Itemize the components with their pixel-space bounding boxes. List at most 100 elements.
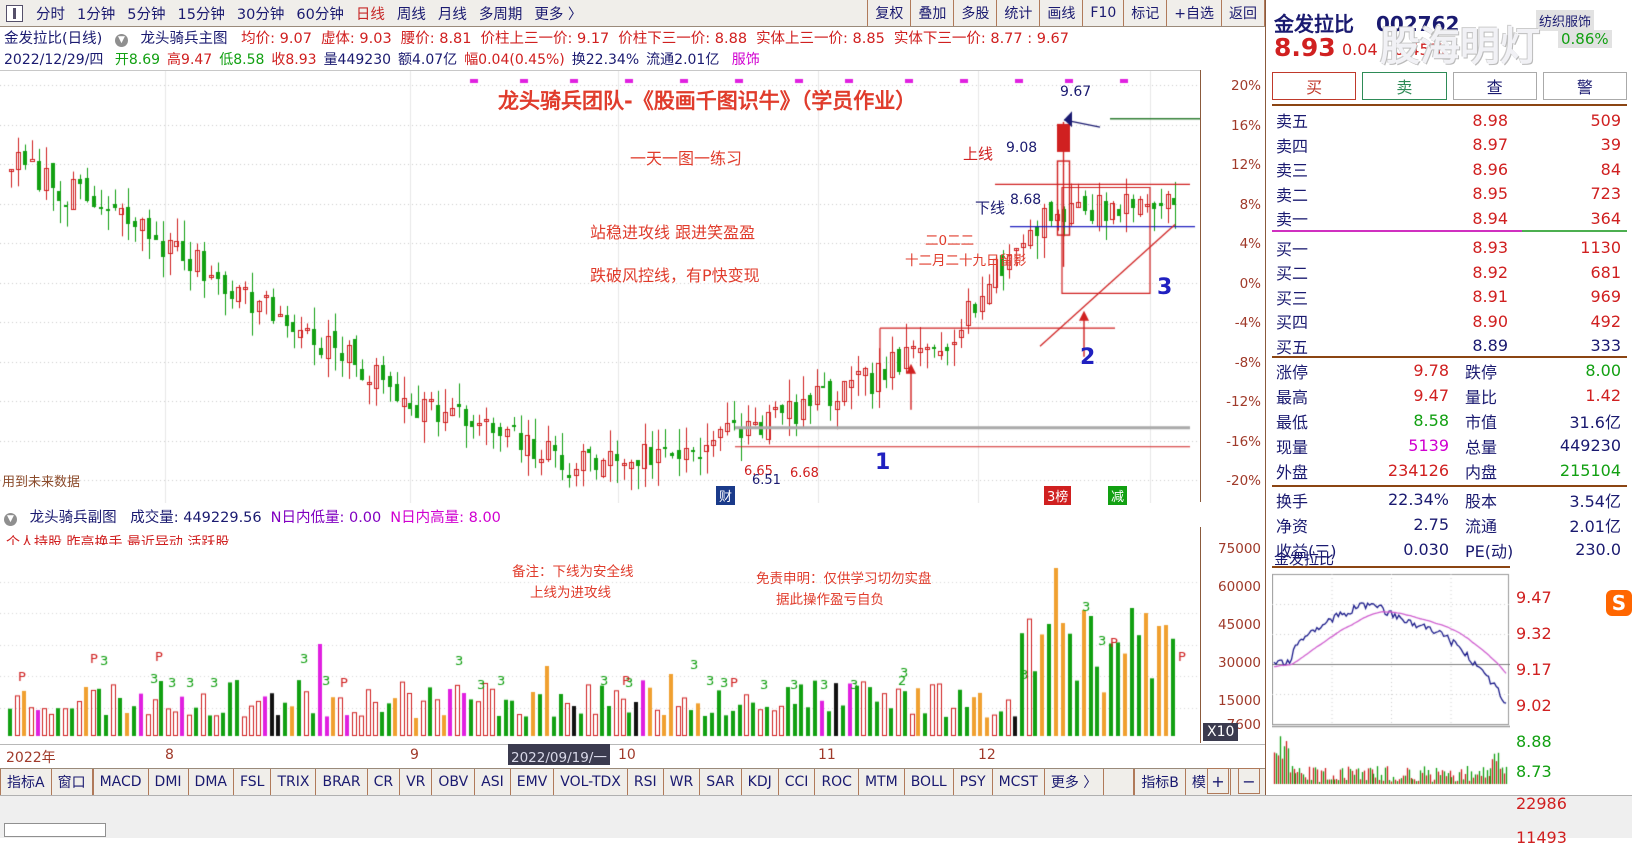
marker-2: 2 [1080,345,1096,370]
window-icon[interactable] [6,4,23,22]
indicator-FSL[interactable]: FSL [234,769,272,795]
bid-row[interactable]: 买一 8.93 1130 [1272,236,1627,261]
indicator-DMA[interactable]: DMA [189,769,234,795]
ask-row[interactable]: 卖四 8.97 39 [1272,133,1627,158]
indicator-BRAR[interactable]: BRAR [316,769,368,795]
ask-row[interactable]: 卖三 8.96 84 [1272,157,1627,182]
toolbar-button-叠加[interactable]: 叠加 [910,0,954,26]
indicator-name[interactable]: 龙头骑兵主图 [140,31,228,47]
status-input-box[interactable] [4,823,106,837]
indicator-ROC[interactable]: ROC [815,769,859,795]
chip-cai[interactable]: 财 [716,486,736,505]
zoom-level-badge[interactable]: X10 [1203,723,1239,741]
period-8[interactable]: 月线 [437,6,467,23]
toolbar-button-+自选[interactable]: +自选 [1166,0,1221,26]
stat-key: 外盘 [1276,462,1309,482]
indicator-MTM[interactable]: MTM [859,769,905,795]
indicator-OBV[interactable]: OBV [432,769,476,795]
chevron-down-icon[interactable]: ▼ [114,34,128,47]
indicator-EMV[interactable]: EMV [511,769,555,795]
annotation-disclaimer2: 据此操作盈亏自负 [776,592,884,608]
indicator-left-1[interactable]: 窗口 [52,769,93,795]
ohlc-换: 换22.34% [571,52,640,68]
period-5[interactable]: 60分钟 [296,6,344,23]
intraday-mini-chart[interactable] [1272,566,1510,786]
indicator-left-0[interactable]: 指标A [0,769,52,795]
indicator-SAR[interactable]: SAR [700,769,742,795]
period-3[interactable]: 15分钟 [177,6,225,23]
indicator-PSY[interactable]: PSY [954,769,993,795]
bid-row[interactable]: 买五 8.89 333 [1272,334,1627,359]
level-price: 8.94 [1472,208,1508,228]
mini-axis-label-6: 22986 [1516,794,1567,813]
ask-row[interactable]: 卖五 8.98 509 [1272,108,1627,133]
indicator-RSI[interactable]: RSI [628,769,664,795]
period-9[interactable]: 多周期 [478,6,523,23]
indicator-VOL-TDX[interactable]: VOL-TDX [554,769,628,795]
chevron-down-icon-sub[interactable]: ▼ [4,513,17,526]
indicator-WR[interactable]: WR [664,769,701,795]
stat-value: 0.030 [1403,540,1449,559]
industry-tag[interactable]: 服饰 [731,52,760,68]
action-button-买[interactable]: 买 [1272,72,1357,100]
stat-row: 换手 22.34% 股本 3.54亿 [1272,487,1627,512]
indicator-right-0[interactable]: 指标B [1134,769,1186,795]
bid-row[interactable]: 买四 8.90 492 [1272,309,1627,334]
toolbar-button-统计[interactable]: 统计 [996,0,1040,26]
zoom-in-button[interactable]: + [1207,768,1229,794]
main-axis-tick-2: 12% [1230,157,1261,173]
level-price: 8.90 [1472,311,1508,331]
period-1[interactable]: 1分钟 [77,6,116,23]
annotation-disclaimer1: 免责申明：仅供学习切勿实盘 [756,571,932,587]
ask-row[interactable]: 卖一 8.94 364 [1272,206,1627,231]
chip-jian[interactable]: 减 [1108,486,1128,505]
stats-table: 涨停 9.78 跌停 8.00 最高 9.47 量比 1.42 最低 8.58 市值 31.6亿 现量 5… [1272,356,1627,483]
toolbar-button-多股[interactable]: 多股 [953,0,997,26]
indicator-TRIX[interactable]: TRIX [271,769,317,795]
indicator-VR[interactable]: VR [400,769,433,795]
action-button-警[interactable]: 警 [1542,72,1627,100]
bid-row[interactable]: 买二 8.92 681 [1272,260,1627,285]
intraday-canvas[interactable] [1272,568,1510,786]
indicator-DMI[interactable]: DMI [149,769,189,795]
toolbar-button-标记[interactable]: 标记 [1123,0,1167,26]
volume-subchart[interactable] [0,545,1265,744]
indicator-KDJ[interactable]: KDJ [742,769,779,795]
main-candlestick-chart[interactable] [0,70,1265,503]
indicator-ASI[interactable]: ASI [475,769,511,795]
bid-row[interactable]: 买三 8.91 969 [1272,285,1627,310]
indicator-更多 〉[interactable]: 更多 〉 [1045,769,1105,795]
period-7[interactable]: 周线 [396,6,426,23]
main-chart-canvas[interactable] [0,71,1200,503]
toolbar-button-F10[interactable]: F10 [1082,0,1124,26]
level-label: 买一 [1276,239,1309,259]
period-0[interactable]: 分时 [36,6,65,23]
sector-tag[interactable]: 纺织服饰 [1536,10,1595,31]
stock-code: 002762 [1375,12,1460,36]
indicator-CR[interactable]: CR [368,769,401,795]
sub-axis-tick-0: 75000 [1218,541,1261,557]
indicator-MACD[interactable]: MACD [92,769,149,795]
zoom-out-button[interactable]: − [1238,768,1260,794]
status-strip [0,795,1632,838]
toolbar-button-画线[interactable]: 画线 [1039,0,1083,26]
period-6[interactable]: 日线 [355,6,385,23]
toolbar-button-复权[interactable]: 复权 [867,0,911,26]
stat-row: 最低 8.58 市值 31.6亿 [1272,408,1627,433]
indicator-CCI[interactable]: CCI [779,769,816,795]
chip-3bang[interactable]: 3榜 [1044,486,1072,505]
sub-axis-tick-2: 45000 [1218,617,1261,633]
volume-chart-canvas[interactable] [0,545,1200,744]
subchart-indicator-name[interactable]: 龙头骑兵副图 [29,510,117,526]
price-label-651: 6.51 [752,473,781,488]
action-button-查[interactable]: 查 [1452,72,1537,100]
indicator-MCST[interactable]: MCST [993,769,1045,795]
ask-row[interactable]: 卖二 8.95 723 [1272,182,1627,207]
period-10[interactable]: 更多 〉 [534,6,583,23]
quote-panel: 金发拉比 002762 纺织服饰 0.86% 8.93 0.04 0.45% 买… [1265,0,1632,847]
period-2[interactable]: 5分钟 [127,6,166,23]
indicator-BOLL[interactable]: BOLL [905,769,954,795]
toolbar-button-返回[interactable]: 返回 [1221,0,1265,26]
action-button-卖[interactable]: 卖 [1362,72,1447,100]
period-4[interactable]: 30分钟 [236,6,285,23]
